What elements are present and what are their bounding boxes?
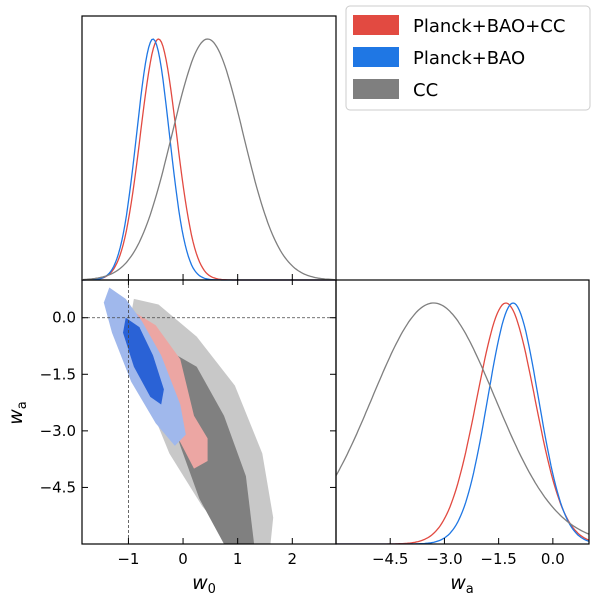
wa-axis-ticks: 0.0 −1.5 −3.0 −4.5: [40, 309, 336, 496]
wa-marginal-axis-label: wa: [450, 572, 474, 595]
wa-marginal-cc: [336, 302, 589, 535]
wa-marginal-curves: [336, 302, 589, 544]
wa-tick-label: 0.0: [52, 309, 76, 327]
reference-lines: [82, 280, 336, 544]
wa-marginal-tick-label: −1.5: [480, 550, 516, 568]
w0-tick-label: −1: [117, 550, 139, 568]
wa-marginal-tick-label: −3.0: [426, 550, 462, 568]
wa-axis-label: wa: [5, 401, 30, 425]
w0-wa-contour-panel: −1 0 1 2 0.0 −1.5 −3.0 −4.5 w0 wa: [5, 279, 337, 597]
w0-tick-label: 0: [178, 550, 188, 568]
w0-tick-label: 2: [288, 550, 298, 568]
legend-label-planck-bao: Planck+BAO: [413, 48, 525, 69]
wa-tick-label: −3.0: [40, 422, 76, 440]
w0-axis-label: w0: [192, 572, 216, 595]
wa-marginal-planck-bao: [336, 302, 589, 544]
w0-marginal-curves: [82, 38, 337, 281]
contour-layer: [103, 287, 274, 544]
w0-axis-ticks: −1 0 1 2: [117, 279, 297, 568]
w0-tick-label: 1: [233, 550, 243, 568]
w0-marginal-panel: [81, 15, 337, 281]
wa-marginal-axis-ticks: 0.0 −1.5 −3.0 −4.5: [372, 538, 565, 568]
w0-marginal-planck-bao: [82, 38, 336, 281]
w0-marginal-frame: [81, 15, 337, 281]
wa-marginal-tick-label: 0.0: [541, 550, 565, 568]
wa-tick-label: −1.5: [40, 365, 76, 383]
legend-label-planck-bao-cc: Planck+BAO+CC: [413, 16, 565, 37]
wa-marginal-planck-bao-cc: [336, 302, 589, 544]
legend-frame: [345, 5, 591, 111]
legend-swatch-planck-bao: [353, 47, 399, 67]
wa-marginal-frame: [335, 279, 590, 545]
w0-marginal-cc: [82, 38, 337, 281]
legend-label-cc: CC: [413, 80, 438, 101]
wa-marginal-tick-label: −4.5: [372, 550, 408, 568]
legend: Planck+BAO+CC Planck+BAO CC: [345, 5, 591, 111]
wa-tick-label: −4.5: [40, 478, 76, 496]
wa-marginal-panel: 0.0 −1.5 −3.0 −4.5 wa: [335, 279, 590, 597]
w0-marginal-planck-bao-cc: [82, 38, 336, 281]
legend-swatch-cc: [353, 79, 399, 99]
contour-planck-bao-68: [123, 317, 164, 405]
legend-swatch-planck-bao-cc: [353, 15, 399, 35]
